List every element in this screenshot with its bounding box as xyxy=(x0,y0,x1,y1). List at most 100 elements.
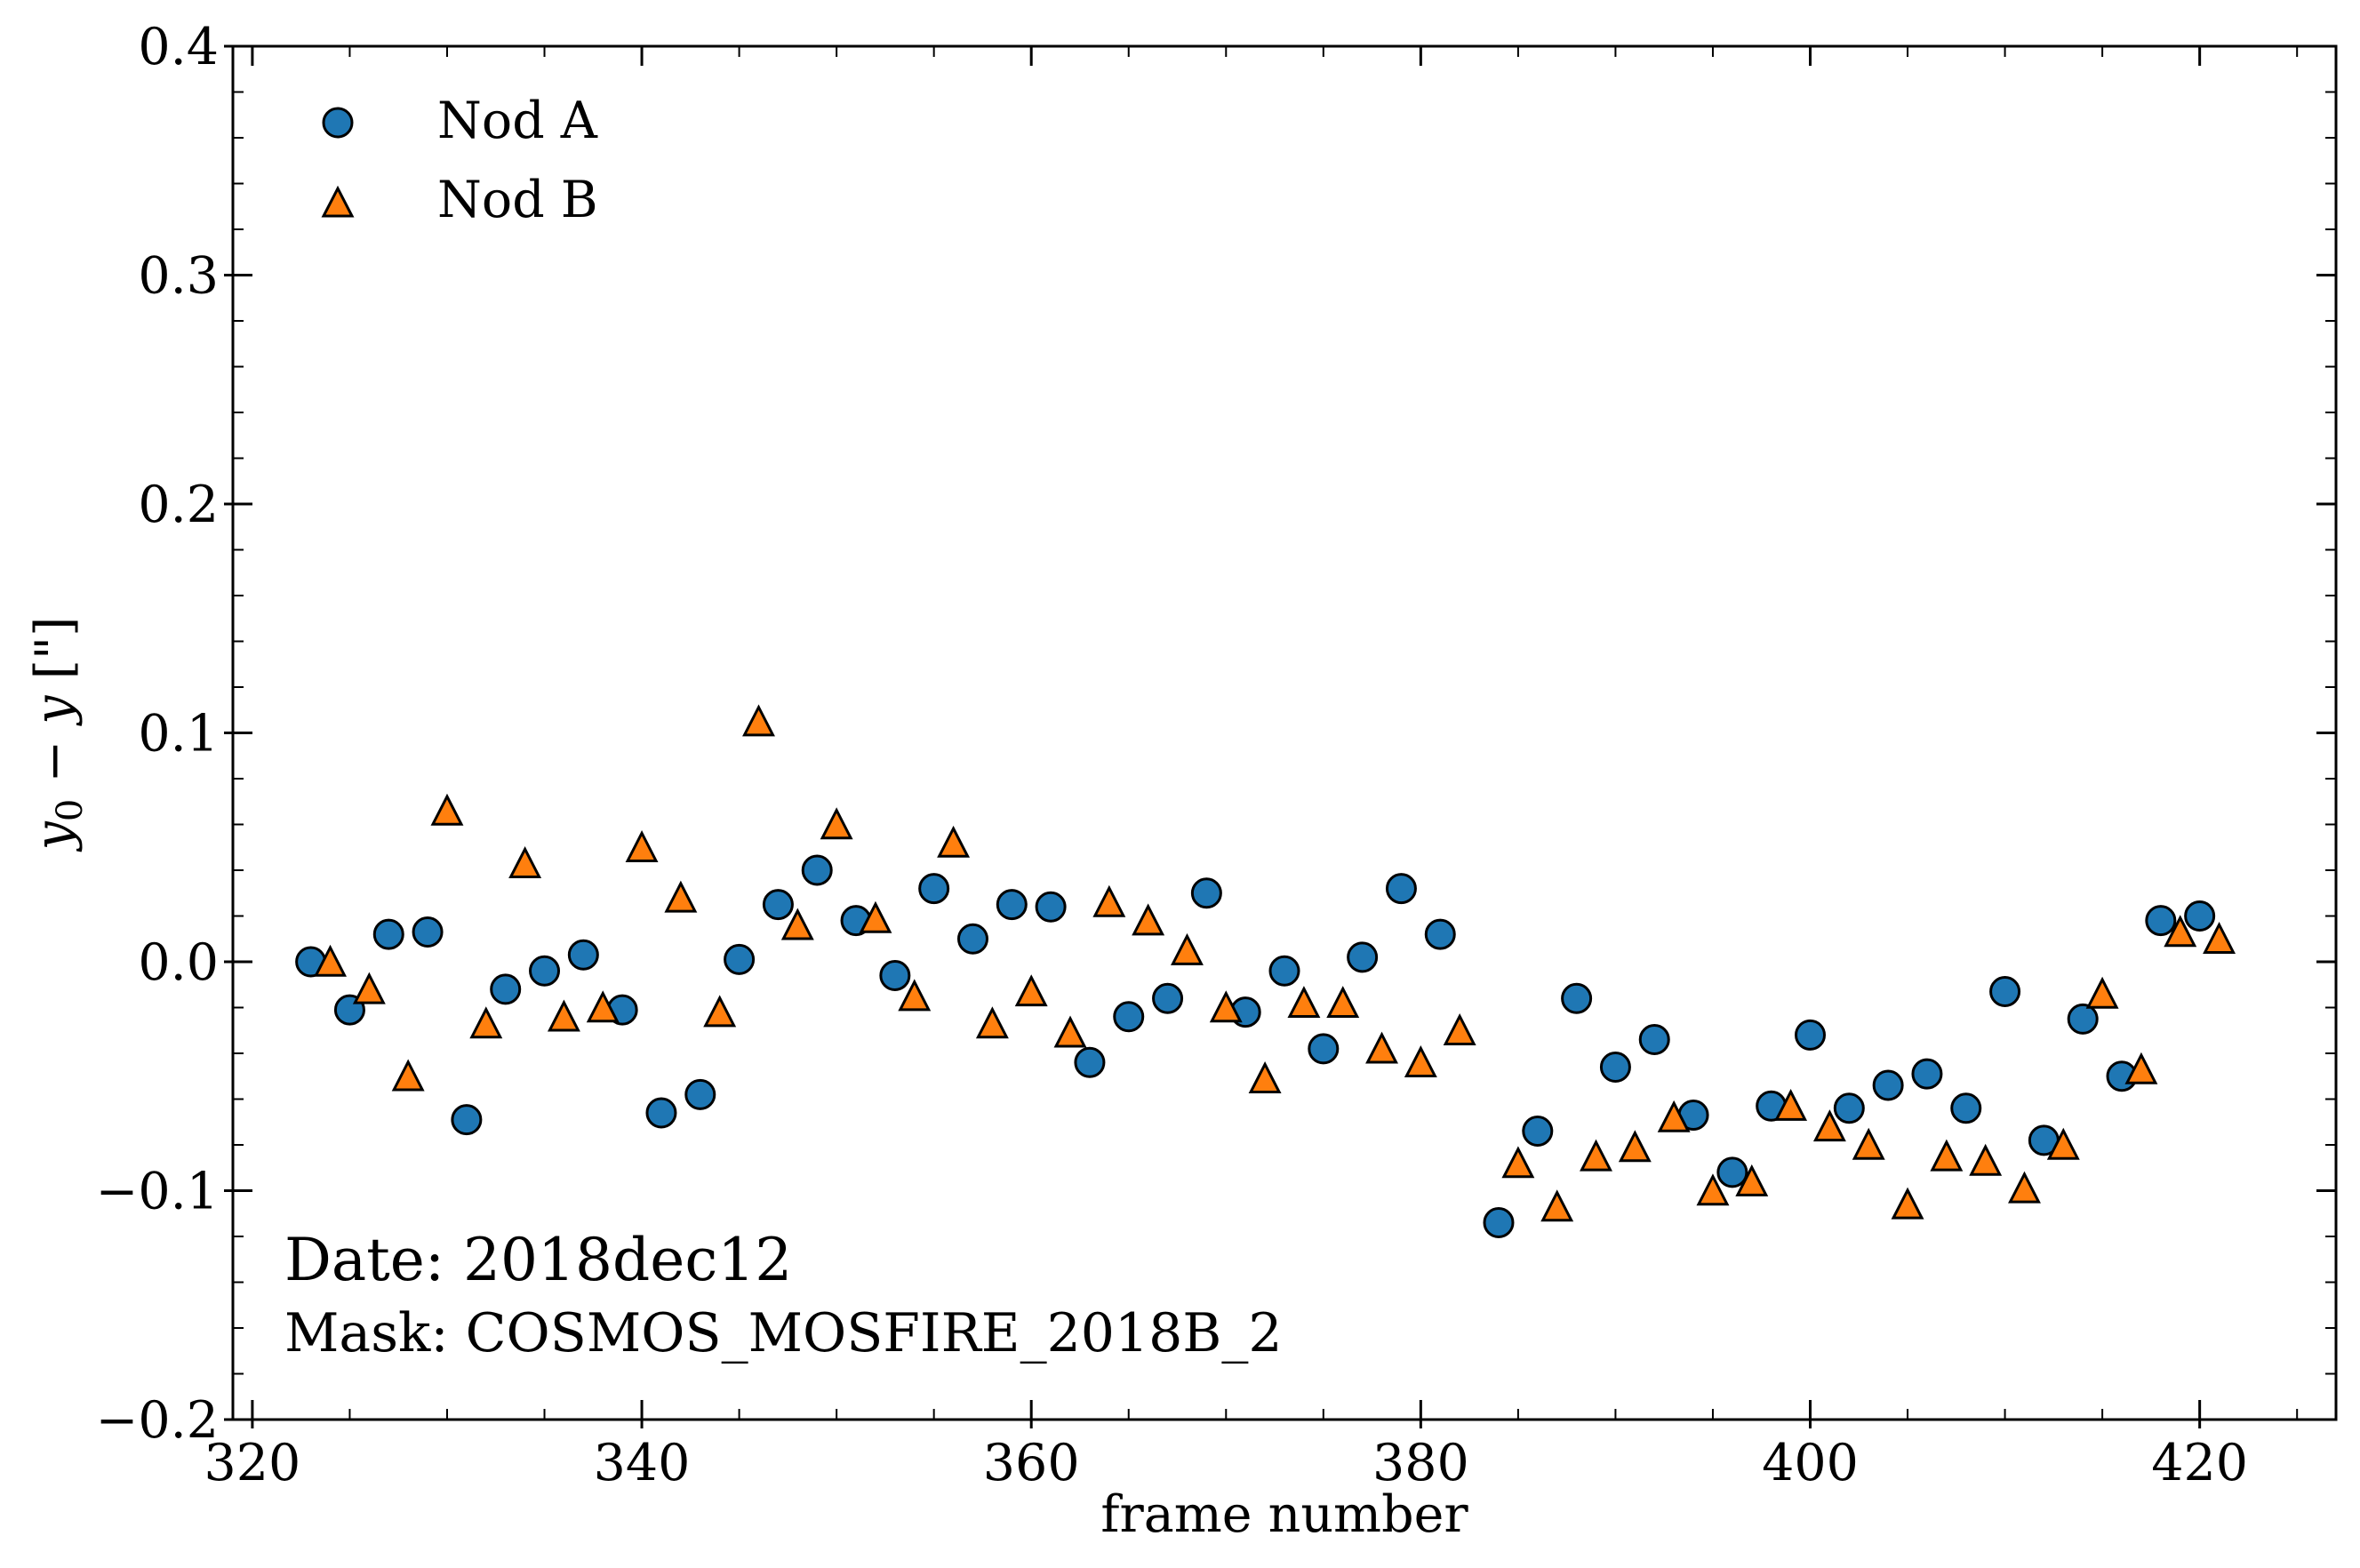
nod-b-point xyxy=(391,1059,425,1092)
nod-a-point xyxy=(1113,1001,1145,1033)
nod-a-point xyxy=(1989,975,2021,1007)
x-tick-label: 340 xyxy=(594,1434,691,1492)
nod-a-point xyxy=(1872,1069,1904,1101)
nod-a-point xyxy=(1424,918,1456,950)
legend-label-nod-a: Nod A xyxy=(437,92,598,150)
nod-a-point xyxy=(1522,1116,1554,1148)
nod-a-point xyxy=(1347,941,1379,973)
nod-a-point xyxy=(1716,1156,1748,1188)
nod-a-point xyxy=(1152,982,1184,1014)
nod-a-point xyxy=(2067,1003,2099,1035)
plot-frame xyxy=(231,44,2338,1421)
tick-labels: 320 340 360 380 400 420 −0.2 −0.1 0.0 0.1 0.2 0.3 0.… xyxy=(96,18,2248,1492)
nod-b-point xyxy=(1171,932,1204,965)
nod-b-point xyxy=(547,999,580,1032)
nod-a-point xyxy=(529,955,561,987)
nod-b-point xyxy=(1092,884,1126,917)
nod-b-point xyxy=(1443,1012,1476,1045)
nod-b-point xyxy=(430,793,464,826)
nod-b-point xyxy=(2164,915,2197,948)
nod-b-point xyxy=(1404,1045,1437,1077)
nod-a-point xyxy=(1561,982,1593,1014)
nod-b-point xyxy=(937,825,971,858)
data-points xyxy=(295,704,2236,1239)
nod-b-point xyxy=(352,972,386,1004)
nod-a-point xyxy=(1599,1051,1631,1083)
nod-b-point xyxy=(1812,1109,1846,1142)
nod-a-point xyxy=(490,973,522,1005)
nod-b-point xyxy=(859,900,892,933)
nod-b-point xyxy=(1891,1187,1924,1220)
nod-a-point xyxy=(1950,1092,1982,1124)
nod-b-point xyxy=(1657,1100,1691,1132)
nod-a-point xyxy=(2184,900,2216,932)
nod-b-point xyxy=(2046,1127,2080,1160)
nod-b-point xyxy=(1053,1015,1087,1048)
nod-b-point xyxy=(1501,1146,1535,1179)
x-tick-label: 320 xyxy=(204,1434,301,1492)
y-tick-label: 0.3 xyxy=(138,247,219,306)
nod-b-point xyxy=(1365,1031,1398,1064)
nod-b-point xyxy=(1209,990,1243,1023)
nod-a-point xyxy=(801,854,833,886)
nod-b-point xyxy=(898,979,932,1012)
mask-annotation: Mask: COSMOS_MOSFIRE_2018B_2 xyxy=(284,1302,1283,1364)
nod-a-point xyxy=(645,1097,677,1129)
nod-a-point xyxy=(372,918,404,950)
nod-b-point xyxy=(1774,1088,1808,1121)
y-axis-title: y0 − y ["] xyxy=(25,617,91,853)
legend-label-nod-b: Nod B xyxy=(437,171,598,229)
nod-a-point xyxy=(1638,1024,1670,1056)
y-tick-label: 0.4 xyxy=(138,18,219,76)
nod-a-point xyxy=(567,939,599,971)
nod-b-point xyxy=(2085,976,2119,1009)
legend: Nod A Nod B xyxy=(321,92,598,229)
nod-a-point xyxy=(1483,1207,1515,1239)
nod-b-point xyxy=(508,845,542,878)
nod-b-point xyxy=(314,944,347,977)
nod-b-point xyxy=(1735,1164,1769,1196)
nod-a-point xyxy=(1035,891,1067,923)
nod-b-point xyxy=(975,1006,1009,1039)
nod-a-point xyxy=(1911,1058,1943,1090)
nod-a-point xyxy=(2145,905,2177,937)
axis-ticks xyxy=(224,44,2336,1428)
nod-a-point xyxy=(956,923,988,955)
nod-a-point xyxy=(684,1078,716,1110)
legend-marker-nod-b xyxy=(321,185,355,218)
nod-b-point xyxy=(1540,1189,1574,1222)
y-tick-label: 0.2 xyxy=(138,476,219,534)
nod-a-point xyxy=(1308,1033,1340,1065)
nod-b-point xyxy=(1580,1139,1612,1172)
x-tick-label: 360 xyxy=(983,1434,1080,1492)
nod-b-point xyxy=(1852,1127,1885,1160)
nod-b-point xyxy=(1287,986,1321,1019)
nod-b-point xyxy=(664,880,698,913)
nod-b-point xyxy=(469,1006,503,1039)
plot-area xyxy=(233,46,2336,1420)
x-tick-label: 400 xyxy=(1762,1434,1859,1492)
nod-a-point xyxy=(412,916,444,948)
nod-b-point xyxy=(1930,1139,1964,1172)
nod-a-point xyxy=(1074,1046,1106,1078)
nod-b-point xyxy=(2008,1171,2041,1204)
nod-b-point xyxy=(820,807,853,840)
nod-b-point xyxy=(1132,903,1165,936)
nod-b-point xyxy=(2124,1052,2158,1084)
nod-a-point xyxy=(1833,1092,1865,1124)
date-annotation: Date: 2018dec12 xyxy=(284,1226,792,1294)
x-tick-label: 380 xyxy=(1372,1434,1469,1492)
nod-a-point xyxy=(451,1104,483,1136)
nod-b-point xyxy=(2203,921,2236,954)
nod-a-point xyxy=(996,889,1028,921)
y-tick-label: 0.0 xyxy=(138,933,219,992)
legend-marker-nod-a xyxy=(322,107,354,139)
nod-b-point xyxy=(1696,1173,1730,1206)
y-tick-label: −0.1 xyxy=(96,1163,219,1221)
nod-a-point xyxy=(1190,877,1222,909)
nod-a-point xyxy=(1795,1019,1826,1051)
x-tick-label: 420 xyxy=(2151,1434,2248,1492)
nod-a-point xyxy=(1385,873,1417,905)
nod-b-point xyxy=(1618,1130,1652,1163)
